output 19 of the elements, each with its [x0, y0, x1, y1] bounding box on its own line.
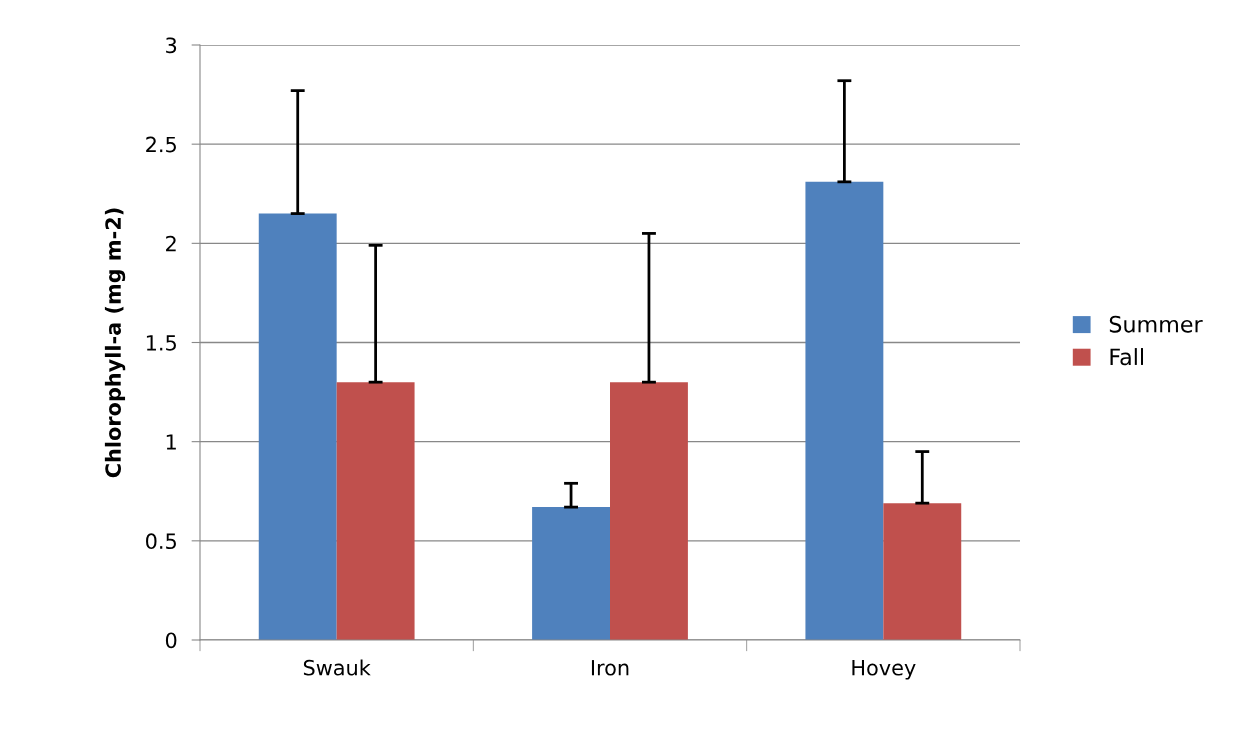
legend-label: Fall [1110, 348, 1143, 366]
bar [336, 382, 415, 640]
x-tick-label: Swauk [303, 659, 371, 676]
y-tick-label: 1.5 [146, 335, 176, 351]
y-tick-label: 2.5 [146, 136, 176, 153]
x-tick-label: Iron [591, 660, 629, 676]
y-tick-label: 0 [165, 632, 177, 649]
bar [532, 507, 610, 640]
y-tick-label: 1 [166, 434, 176, 450]
y-tick-label: 3 [166, 37, 177, 54]
y-tick-label: 2 [166, 235, 176, 252]
bar [883, 503, 962, 640]
legend-label: Summer [1109, 315, 1203, 333]
y-tick-label: 0.5 [146, 533, 176, 550]
y-axis-title: Chlorophyll-a (mg m-2) [104, 208, 126, 478]
bar [610, 382, 688, 640]
x-tick-label: Hovey [852, 660, 916, 680]
bar [258, 213, 337, 640]
bar [805, 181, 884, 640]
